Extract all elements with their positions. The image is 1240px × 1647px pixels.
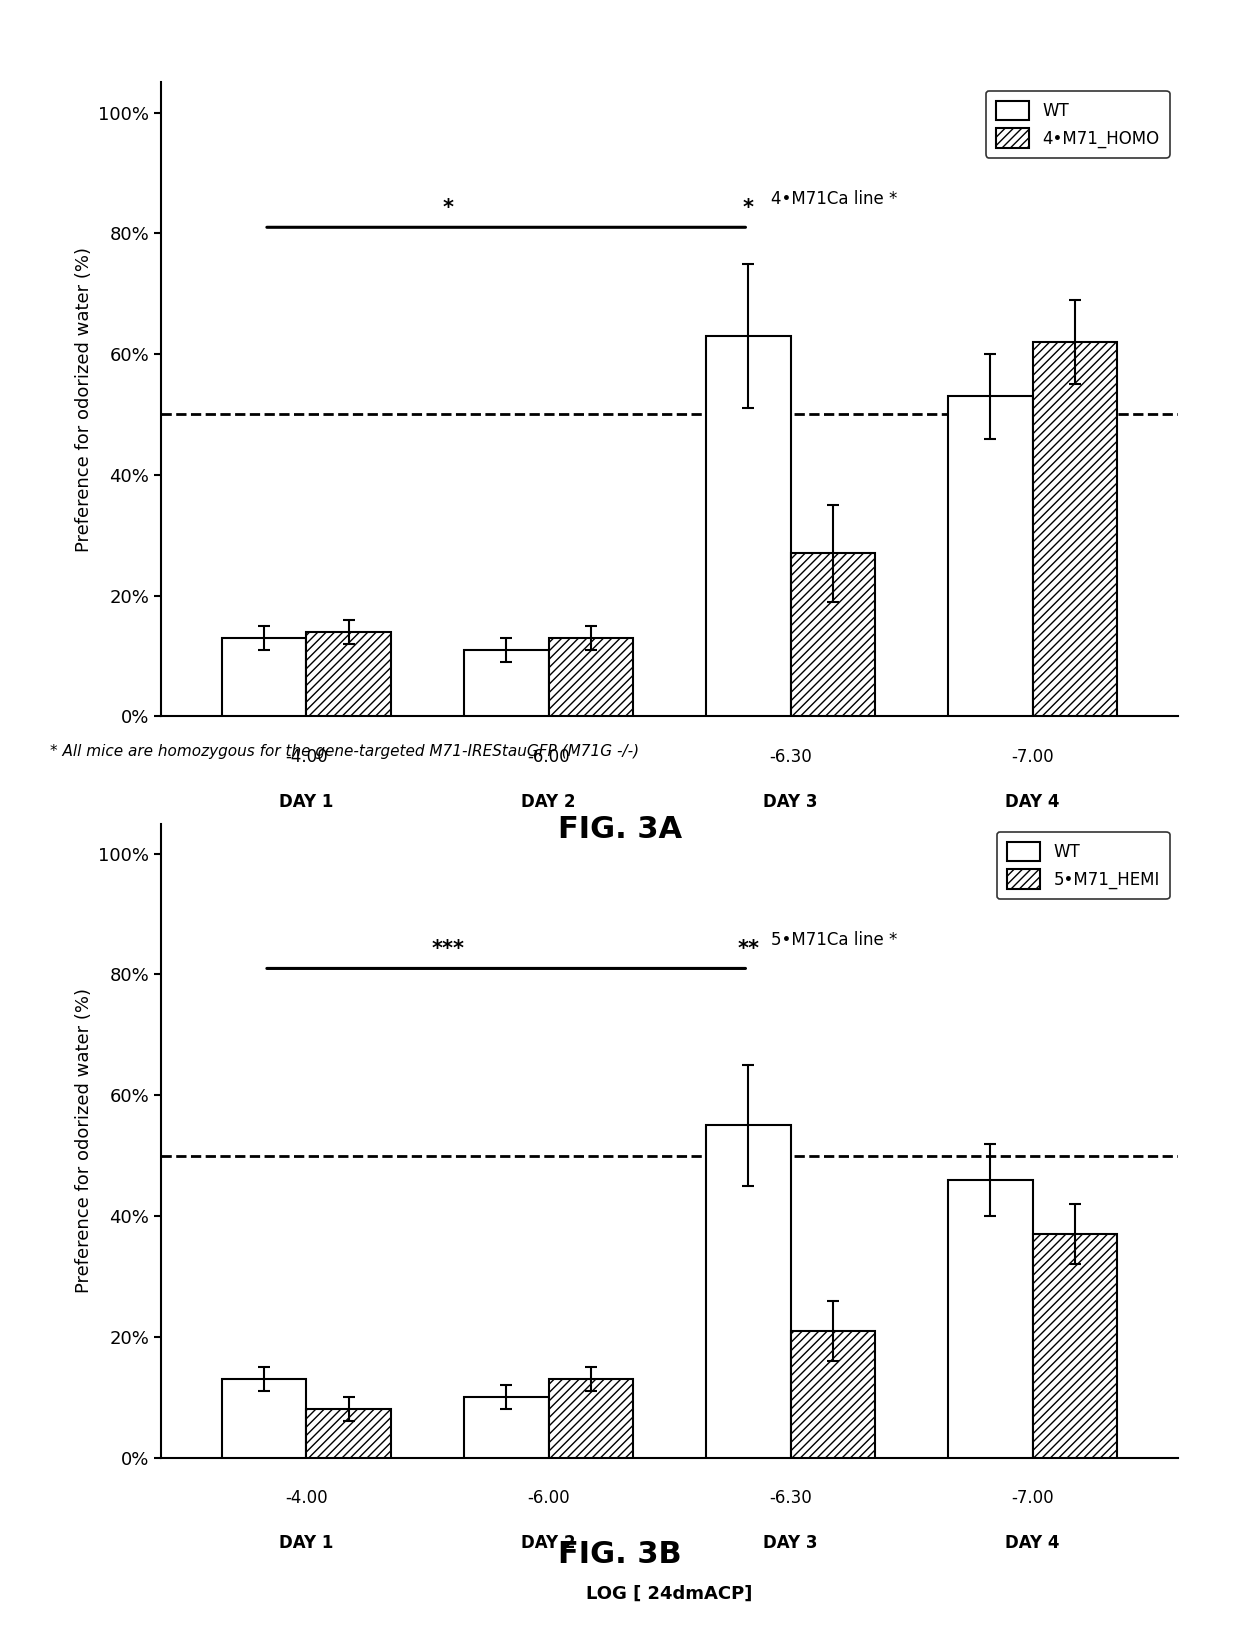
Text: LOG [ 24dmACP]: LOG [ 24dmACP] [587,843,753,861]
Text: -7.00: -7.00 [1012,748,1054,766]
Text: 5•M71Ca line *: 5•M71Ca line * [771,931,898,949]
Bar [222,1379,306,1458]
Bar [464,651,548,716]
Bar [706,336,791,716]
Text: -6.00: -6.00 [527,748,570,766]
Text: DAY 1: DAY 1 [279,792,334,810]
Text: **: ** [738,939,759,959]
Bar [548,637,634,716]
Text: ***: *** [432,939,465,959]
Bar [949,1179,1033,1458]
Text: -6.00: -6.00 [527,1489,570,1507]
Text: DAY 3: DAY 3 [764,1533,818,1551]
Bar [1033,1234,1117,1458]
Bar [791,553,875,716]
Text: DAY 1: DAY 1 [279,1533,334,1551]
Bar [548,1379,634,1458]
Bar [949,397,1033,716]
Text: -4.00: -4.00 [285,1489,327,1507]
Text: DAY 4: DAY 4 [1006,792,1060,810]
Bar [706,1125,791,1458]
Text: *: * [443,198,454,219]
Text: LOG [ 24dmACP]: LOG [ 24dmACP] [587,1584,753,1603]
Legend: WT, 5•M71_HEMI: WT, 5•M71_HEMI [997,832,1169,899]
Text: -4.00: -4.00 [285,748,327,766]
Bar [306,632,391,716]
Text: DAY 2: DAY 2 [521,1533,575,1551]
Legend: WT, 4•M71_HOMO: WT, 4•M71_HOMO [986,91,1169,158]
Text: 4•M71Ca line *: 4•M71Ca line * [771,189,898,208]
Text: DAY 4: DAY 4 [1006,1533,1060,1551]
Bar [791,1331,875,1458]
Text: -6.30: -6.30 [769,1489,812,1507]
Bar [222,637,306,716]
Text: -7.00: -7.00 [1012,1489,1054,1507]
Bar [1033,343,1117,716]
Y-axis label: Preference for odorized water (%): Preference for odorized water (%) [74,247,93,552]
Text: FIG. 3B: FIG. 3B [558,1540,682,1570]
Text: * All mice are homozygous for the gene-targeted M71-IREStauGFP (M71G -/-): * All mice are homozygous for the gene-t… [50,744,639,759]
Y-axis label: Preference for odorized water (%): Preference for odorized water (%) [74,988,93,1293]
Text: DAY 3: DAY 3 [764,792,818,810]
Text: *: * [743,198,754,219]
Text: -6.30: -6.30 [769,748,812,766]
Text: FIG. 3A: FIG. 3A [558,815,682,845]
Bar [306,1410,391,1458]
Text: DAY 2: DAY 2 [521,792,575,810]
Bar [464,1397,548,1458]
